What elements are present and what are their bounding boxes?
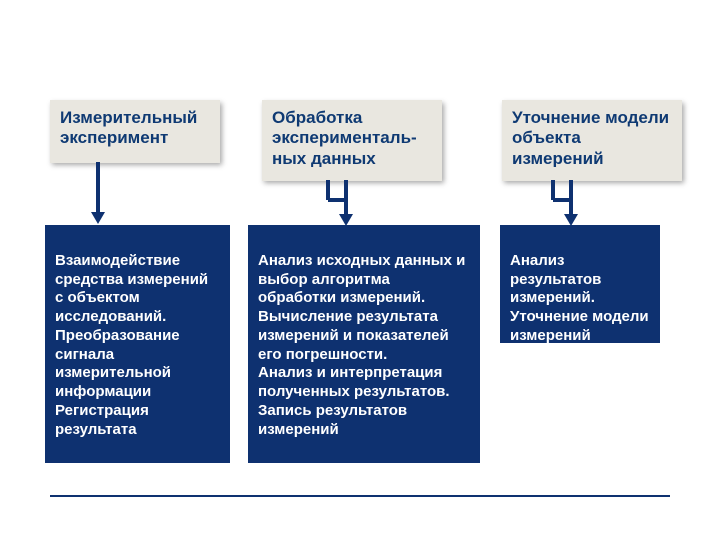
arrow-down-icon: [545, 180, 579, 226]
footer-divider: [50, 495, 670, 497]
body-text-1: Взаимодействие средства измерений с объе…: [55, 252, 208, 438]
torn-edge-icon: [262, 167, 442, 181]
header-box-3: Уточнение модели объекта измерений: [502, 100, 682, 180]
header-text-2: Обработка эксперименталь-ных данных: [272, 108, 432, 169]
header-text-3: Уточнение модели объекта измерений: [512, 108, 672, 169]
torn-edge-icon: [50, 149, 220, 163]
body-box-3: Анализ результатов измерений. Уточнение …: [500, 225, 660, 343]
arrow-down-icon: [320, 180, 354, 226]
header-text-1: Измерительный эксперимент: [60, 108, 210, 149]
body-box-1: Взаимодействие средства измерений с объе…: [45, 225, 230, 463]
body-text-2: Анализ исходных данных и выбор алгоритма…: [258, 252, 465, 438]
body-box-2: Анализ исходных данных и выбор алгоритма…: [248, 225, 480, 463]
header-box-1: Измерительный эксперимент: [50, 100, 220, 162]
torn-edge-icon: [502, 167, 682, 181]
arrow-down-icon: [88, 162, 108, 224]
header-box-2: Обработка эксперименталь-ных данных: [262, 100, 442, 180]
slide: Измерительный эксперимент Взаимодействие…: [0, 0, 720, 540]
body-text-3: Анализ результатов измерений. Уточнение …: [510, 252, 649, 344]
